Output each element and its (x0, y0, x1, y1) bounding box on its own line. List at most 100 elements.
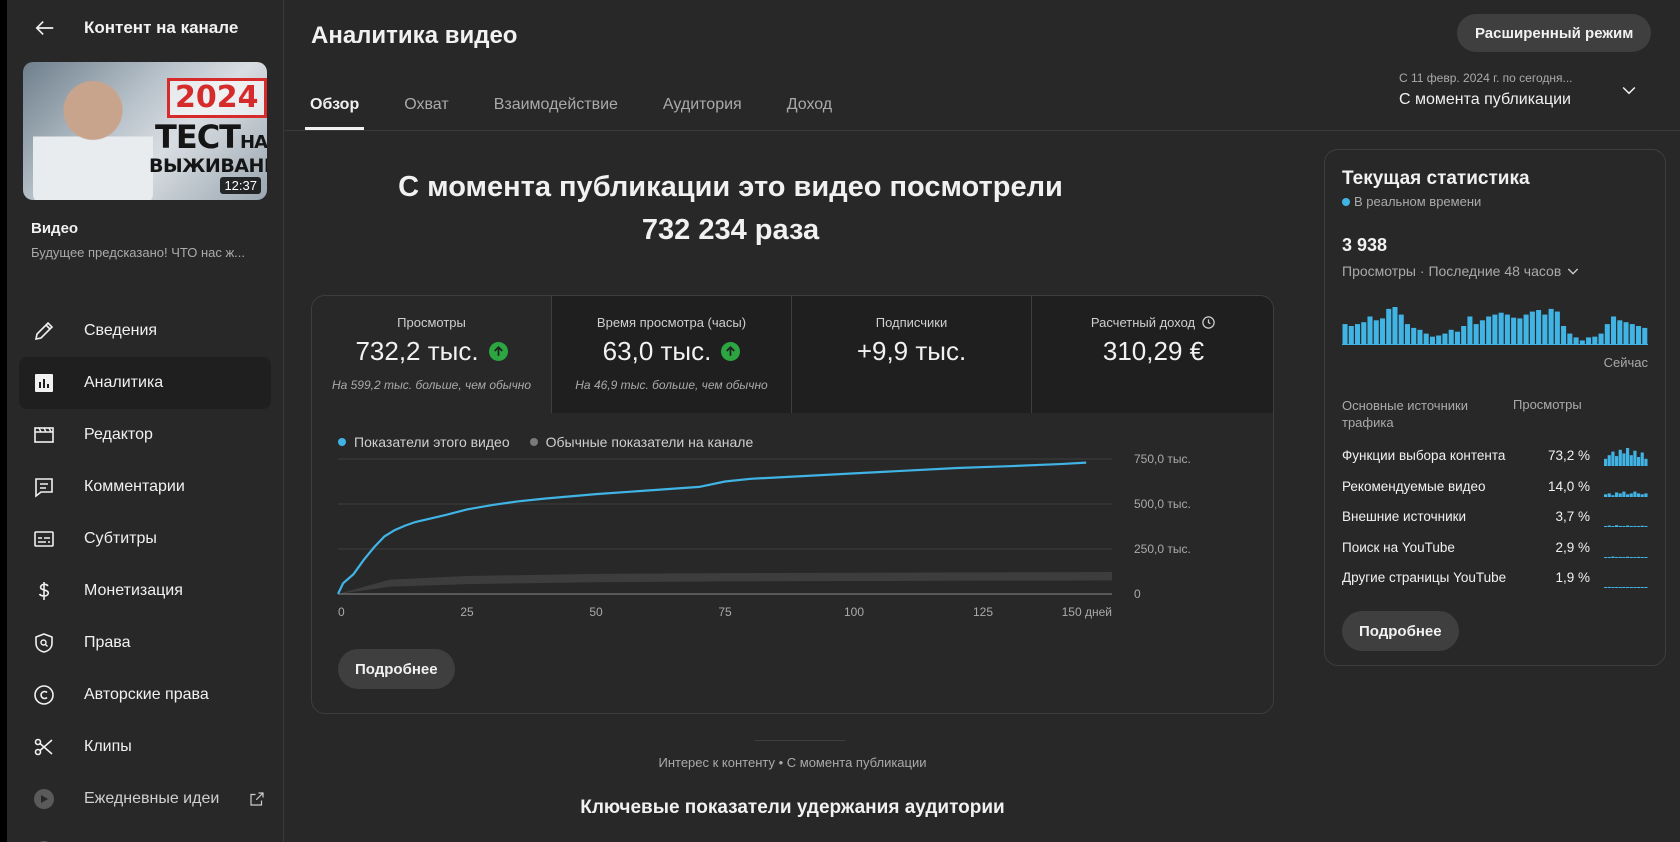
realtime-bar (1579, 340, 1585, 345)
sidebar-item-label: Ежедневные идеи (84, 790, 220, 807)
tab-4[interactable]: Доход (786, 96, 833, 113)
headline-line1: С момента публикации это видео посмотрел… (398, 171, 1063, 203)
series-video-line (337, 461, 1087, 595)
realtime-bar (1361, 322, 1367, 345)
date-range-selector[interactable]: С 11 февр. 2024 г. по сегодня... С момен… (1399, 66, 1649, 116)
realtime-bar (1467, 316, 1473, 345)
realtime-bar (1548, 308, 1554, 345)
metric-card-0[interactable]: Просмотры 732,2 тыс. На 599,2 тыс. больше,… (312, 296, 552, 413)
traffic-source-row[interactable]: Функции выбора контента 73,2 % (1342, 446, 1648, 468)
tab-bar: Обзор Охват Взаимодействие Аудитория Доход (305, 86, 872, 130)
tab-0[interactable]: Обзор (305, 86, 365, 130)
sidebar-item-1[interactable]: Аналитика (19, 357, 271, 409)
traffic-source-row[interactable]: Внешние источники 3,7 % (1342, 507, 1648, 529)
overview-card: Просмотры 732,2 тыс. На 599,2 тыс. больше,… (311, 295, 1274, 714)
sidebar-item-8[interactable]: Клипы (19, 721, 271, 773)
realtime-bar (1586, 337, 1592, 345)
traffic-source-row[interactable]: Рекомендуемые видео 14,0 % (1342, 477, 1648, 499)
dollar-icon (31, 578, 57, 604)
realtime-bar (1629, 324, 1635, 345)
plugin-icon (31, 786, 57, 812)
realtime-bar (1392, 307, 1398, 345)
realtime-bar (1417, 329, 1423, 345)
realtime-bar (1573, 337, 1579, 345)
chevron-down-icon (1568, 268, 1579, 275)
interest-caption: Интерес к контенту • С момента публикаци… (658, 755, 927, 770)
sidebar-item-3[interactable]: Комментарии (19, 461, 271, 513)
x-tick-label: 125 (973, 605, 993, 619)
date-range-hint: С 11 февр. 2024 г. по сегодня... (1399, 71, 1573, 85)
realtime-bar (1373, 320, 1379, 345)
realtime-bar (1429, 336, 1435, 345)
realtime-bar (1554, 311, 1560, 345)
tab-2[interactable]: Взаимодействие (493, 96, 618, 113)
sidebar-item-label: Права (84, 634, 131, 651)
realtime-bar (1486, 316, 1492, 345)
traffic-source-name: Рекомендуемые видео (1342, 478, 1486, 494)
overview-more-button[interactable]: Подробнее (338, 649, 455, 689)
realtime-bar (1561, 326, 1567, 345)
thumbnail-line1: ТЕСТНА (155, 118, 267, 156)
realtime-bar (1492, 314, 1498, 345)
traffic-source-name: Внешние источники (1342, 509, 1467, 524)
series-typical-band (338, 572, 1112, 594)
realtime-bar-chart (1342, 307, 1648, 345)
subtitles-icon (31, 526, 57, 552)
traffic-source-sparkline (1604, 448, 1648, 466)
realtime-bar (1642, 327, 1648, 345)
sidebar-item-7[interactable]: Авторские права (19, 669, 271, 721)
y-tick-label: 250,0 тыс. (1134, 542, 1191, 556)
page-title: Аналитика видео (311, 22, 518, 49)
metric-card-3[interactable]: Расчетный доход 310,29 € (1032, 296, 1273, 413)
metric-card-2[interactable]: Подписчики +9,9 тыс. (792, 296, 1032, 413)
video-duration: 12:37 (220, 177, 261, 194)
realtime-bar (1398, 314, 1404, 345)
metric-value: 310,29 € (1102, 336, 1205, 366)
editor-icon (31, 422, 57, 448)
metric-card-1[interactable]: Время просмотра (часы) 63,0 тыс. На 46,9 т… (552, 296, 792, 413)
sidebar-item-label: Аналитика (84, 374, 164, 391)
realtime-bar (1479, 320, 1485, 345)
sidebar-item-10[interactable]: Инспектор тегов (19, 825, 271, 842)
realtime-bar (1567, 333, 1573, 345)
sidebar-item-4[interactable]: Субтитры (19, 513, 271, 565)
realtime-bar (1542, 314, 1548, 345)
x-tick-label: 75 (718, 605, 732, 619)
realtime-bar (1354, 324, 1361, 345)
traffic-source-pct: 14,0 % (1547, 478, 1590, 494)
tab-1[interactable]: Охват (404, 96, 449, 113)
sidebar-item-label: Монетизация (84, 582, 183, 599)
traffic-source-sparkline (1604, 491, 1648, 497)
realtime-bar (1636, 326, 1642, 345)
realtime-period-selector[interactable]: Просмотры · Последние 48 часов (1342, 263, 1581, 279)
traffic-source-pct: 1,9 % (1555, 570, 1590, 585)
sidebar-item-2[interactable]: Редактор (19, 409, 271, 461)
metric-value: +9,9 тыс. (856, 336, 967, 366)
sidebar-item-0[interactable]: Сведения (19, 305, 271, 357)
sidebar-item-9[interactable]: Ежедневные идеи (19, 773, 271, 825)
overview-headline: С момента публикации это видео посмотрел… (387, 166, 1074, 252)
realtime-panel: Текущая статистика В реальном времени 3 … (1324, 149, 1666, 666)
video-thumbnail[interactable]: 2024 ТЕСТНА ВЫЖИВАНИЕ 12:37 (23, 62, 267, 200)
tab-3[interactable]: Аудитория (662, 96, 742, 113)
realtime-bar (1442, 333, 1448, 345)
metrics-row: Просмотры 732,2 тыс. На 599,2 тыс. больше,… (312, 296, 1273, 413)
realtime-more-button[interactable]: Подробнее (1342, 611, 1459, 651)
traffic-source-sparkline (1604, 586, 1648, 588)
realtime-count: 3 938 (1342, 235, 1388, 255)
traffic-source-row[interactable]: Поиск на YouTube 2,9 % (1342, 538, 1648, 560)
video-label: Видео (31, 220, 79, 237)
advanced-mode-button[interactable]: Расширенный режим (1457, 14, 1652, 52)
external-link-icon (248, 790, 266, 808)
sidebar-item-label: Субтитры (84, 530, 157, 547)
sidebar-item-5[interactable]: Монетизация (19, 565, 271, 617)
back-arrow-icon[interactable] (31, 14, 59, 42)
metric-label: Подписчики (875, 315, 948, 330)
x-tick-label: 0 (338, 605, 345, 619)
sidebar-item-6[interactable]: Права (19, 617, 271, 669)
headline-line2: 732 234 раза (641, 214, 820, 246)
realtime-bar (1367, 316, 1373, 345)
realtime-bar (1504, 314, 1510, 345)
traffic-source-row[interactable]: Другие страницы YouTube 1,9 % (1342, 568, 1648, 590)
legend-dot-icon (338, 438, 346, 446)
